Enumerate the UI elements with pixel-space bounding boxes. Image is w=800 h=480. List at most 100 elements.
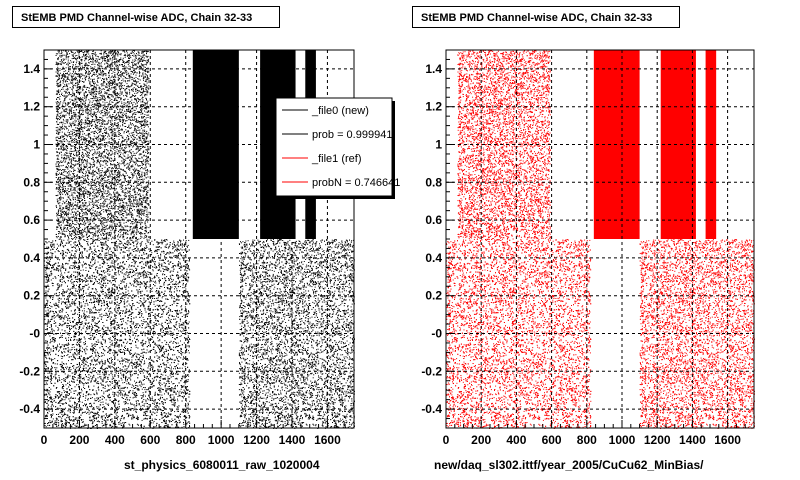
data-point [115,119,117,121]
data-point [116,94,117,96]
data-point [145,102,146,104]
data-point [96,156,98,158]
data-point [77,229,79,231]
data-point [89,72,91,74]
data-point [112,153,114,155]
data-point [96,70,98,72]
data-point [65,171,67,173]
data-point [83,166,85,167]
data-point [92,98,94,99]
data-point [99,163,101,165]
data-point [65,70,67,72]
data-point [147,51,149,53]
data-point [115,205,117,207]
data-point [132,68,134,70]
data-point [86,145,88,146]
data-point [78,176,80,178]
data-point [61,144,63,146]
data-point [60,62,62,64]
data-point [71,209,73,211]
data-point [105,86,106,88]
data-point [66,89,68,91]
data-point [105,162,107,164]
data-point [103,115,105,117]
data-point [128,135,130,137]
data-point [109,135,111,137]
data-point [112,174,114,176]
data-point [146,191,148,192]
data-point [91,172,93,174]
data-point [126,202,128,204]
data-point [92,178,93,180]
data-point [104,199,106,201]
data-point [113,124,115,126]
data-point [87,117,89,119]
data-point [119,116,121,118]
data-point [100,190,102,192]
data-point [97,122,98,124]
data-point [107,121,109,123]
data-point [117,162,118,163]
data-point [64,190,65,192]
data-point [127,55,129,57]
data-point [122,140,124,141]
data-point [136,219,138,220]
data-point [94,161,96,163]
data-point [97,206,99,208]
data-point [74,160,76,162]
data-point [111,108,113,110]
data-point [100,154,102,156]
data-point [143,136,145,138]
data-point [126,140,128,142]
data-point [83,206,85,208]
data-point [112,204,114,206]
data-point [84,96,86,98]
data-point [91,181,93,183]
data-point [139,175,141,177]
data-point [111,117,113,118]
data-point [95,112,97,114]
data-point [140,237,142,239]
data-point [132,189,134,191]
data-point [118,61,120,63]
data-point [144,129,146,131]
data-point [112,168,114,170]
data-point [127,127,128,128]
data-point [109,170,111,172]
data-point [122,61,124,63]
data-point [133,77,135,79]
data-point [88,132,90,134]
data-point [115,180,117,182]
data-point [122,121,124,123]
data-point [133,53,135,55]
data-point [146,209,148,211]
data-point [76,131,78,133]
data-point [66,230,68,232]
data-point [139,79,141,81]
data-point [125,211,127,213]
data-point [142,57,144,58]
data-point [115,58,117,60]
data-point [121,191,123,193]
data-point [137,210,139,212]
data-point [135,227,136,229]
data-point [88,72,90,74]
data-point [59,153,61,155]
data-point [137,61,139,63]
data-point [135,58,137,59]
data-point [89,220,91,222]
data-point [125,106,127,108]
data-point [114,184,116,186]
data-point [92,212,94,214]
data-point [120,121,122,123]
data-point [94,93,96,95]
data-point [126,187,128,189]
data-point [92,184,94,186]
data-point [139,210,140,212]
data-point [144,201,146,203]
data-point [123,66,125,68]
data-point [102,183,104,185]
data-point [111,182,113,184]
data-point [105,193,107,195]
data-point [125,67,127,69]
